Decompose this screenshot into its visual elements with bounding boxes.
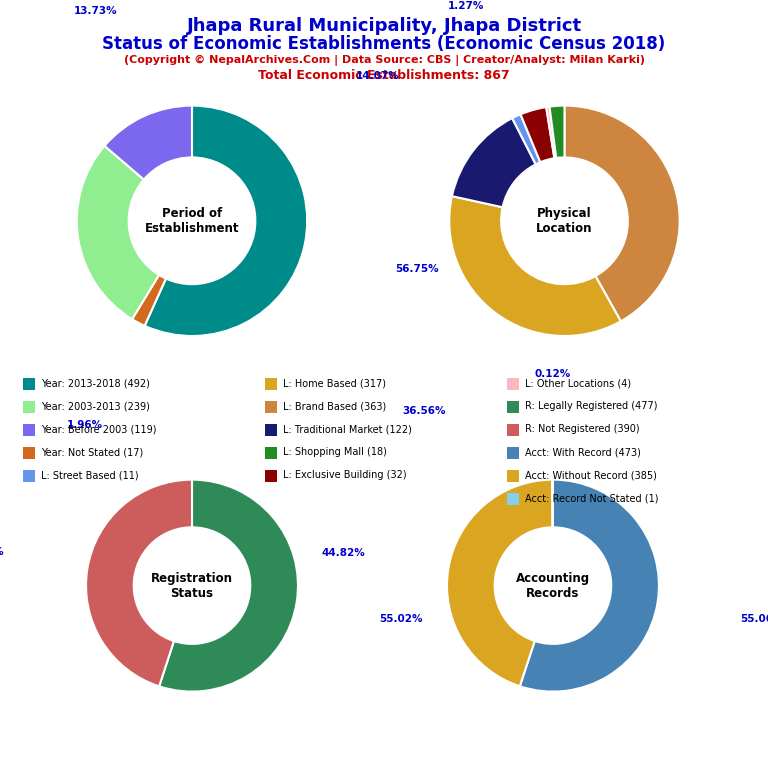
- Text: Period of
Establishment: Period of Establishment: [144, 207, 240, 235]
- Text: Acct: Without Record (385): Acct: Without Record (385): [525, 470, 657, 481]
- Text: Physical
Location: Physical Location: [536, 207, 593, 235]
- Wedge shape: [86, 479, 192, 687]
- Wedge shape: [104, 105, 192, 180]
- Wedge shape: [520, 479, 659, 691]
- Text: Total Economic Establishments: 867: Total Economic Establishments: 867: [258, 69, 510, 82]
- Wedge shape: [549, 105, 564, 158]
- Text: L: Traditional Market (122): L: Traditional Market (122): [283, 424, 412, 435]
- Text: L: Other Locations (4): L: Other Locations (4): [525, 378, 631, 389]
- Text: Acct: Record Not Stated (1): Acct: Record Not Stated (1): [525, 493, 659, 504]
- Text: 14.07%: 14.07%: [356, 71, 399, 81]
- Text: Acct: With Record (473): Acct: With Record (473): [525, 447, 641, 458]
- Text: 1.96%: 1.96%: [66, 419, 103, 429]
- Text: 0.12%: 0.12%: [534, 369, 571, 379]
- Text: 36.56%: 36.56%: [402, 406, 445, 415]
- Text: L: Street Based (11): L: Street Based (11): [41, 470, 139, 481]
- Wedge shape: [77, 146, 159, 319]
- Wedge shape: [552, 479, 553, 528]
- Wedge shape: [144, 105, 307, 336]
- Text: 44.98%: 44.98%: [0, 548, 5, 558]
- Text: Status of Economic Establishments (Economic Census 2018): Status of Economic Establishments (Econo…: [102, 35, 666, 52]
- Text: L: Shopping Mall (18): L: Shopping Mall (18): [283, 447, 387, 458]
- Text: 13.73%: 13.73%: [74, 6, 118, 16]
- Text: L: Brand Based (363): L: Brand Based (363): [283, 401, 386, 412]
- Wedge shape: [512, 114, 541, 164]
- Text: L: Home Based (317): L: Home Based (317): [283, 378, 386, 389]
- Wedge shape: [159, 479, 298, 691]
- Text: 56.75%: 56.75%: [396, 264, 439, 274]
- Text: Accounting
Records: Accounting Records: [516, 571, 590, 600]
- Wedge shape: [521, 107, 554, 162]
- Wedge shape: [447, 480, 552, 687]
- Text: Year: 2003-2013 (239): Year: 2003-2013 (239): [41, 401, 151, 412]
- Text: Jhapa Rural Municipality, Jhapa District: Jhapa Rural Municipality, Jhapa District: [187, 17, 581, 35]
- Text: Year: 2013-2018 (492): Year: 2013-2018 (492): [41, 378, 151, 389]
- Text: Registration
Status: Registration Status: [151, 571, 233, 600]
- Text: 55.02%: 55.02%: [379, 614, 423, 624]
- Wedge shape: [546, 107, 556, 158]
- Text: Year: Not Stated (17): Year: Not Stated (17): [41, 447, 144, 458]
- Wedge shape: [452, 118, 536, 207]
- Text: R: Legally Registered (477): R: Legally Registered (477): [525, 401, 658, 412]
- Text: (Copyright © NepalArchives.Com | Data Source: CBS | Creator/Analyst: Milan Karki: (Copyright © NepalArchives.Com | Data So…: [124, 55, 644, 66]
- Text: R: Not Registered (390): R: Not Registered (390): [525, 424, 640, 435]
- Wedge shape: [564, 105, 680, 321]
- Text: Year: Before 2003 (119): Year: Before 2003 (119): [41, 424, 157, 435]
- Wedge shape: [449, 196, 621, 336]
- Text: 55.06%: 55.06%: [740, 614, 768, 624]
- Text: L: Exclusive Building (32): L: Exclusive Building (32): [283, 470, 407, 481]
- Text: 44.82%: 44.82%: [322, 548, 366, 558]
- Text: 1.27%: 1.27%: [448, 2, 484, 12]
- Wedge shape: [132, 275, 166, 326]
